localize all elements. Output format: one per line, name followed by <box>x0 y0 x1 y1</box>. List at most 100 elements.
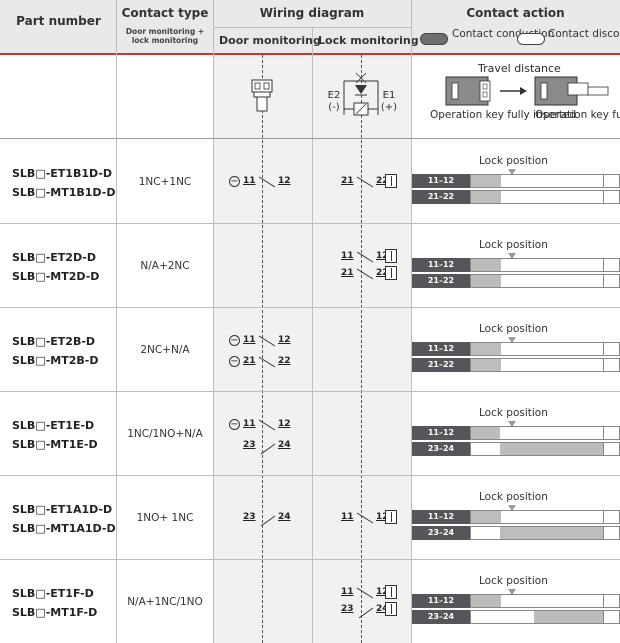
nc-contact-symbol <box>356 512 374 524</box>
nc-contact-symbol <box>356 176 374 188</box>
column-divider <box>312 27 313 643</box>
table-row: SLB□-ET1E-D SLB□-MT1E-D 1NC/1NO+N/A −11 12 23… <box>0 391 620 475</box>
contact-type-value: 1NC/1NO+N/A <box>127 428 203 440</box>
lock-position-marker <box>508 421 516 427</box>
table-row: SLB□-ET2D-D SLB□-MT2D-D N/A+2NC 11 12 21 22 Loc… <box>0 223 620 307</box>
terminal-label: 22 <box>376 176 389 186</box>
travel-distance-diagram <box>445 76 609 106</box>
contact-action-bar <box>470 258 620 272</box>
terminal-label: 24 <box>376 604 389 614</box>
contact-bar-label: 23–24 <box>412 526 470 540</box>
lock-position-label: Lock position <box>479 323 548 335</box>
contact-action-bar <box>470 426 620 440</box>
contact-bar-label: 11–12 <box>412 594 470 608</box>
travel-end-tick <box>603 175 604 187</box>
lock-position-dashed-line <box>361 55 362 643</box>
lock-position-marker <box>508 505 516 511</box>
contact-on-segment <box>471 191 502 203</box>
terminal-label: 12 <box>278 176 291 186</box>
contact-action-bar <box>470 442 620 456</box>
positive-opening-icon: − <box>229 335 240 346</box>
terminal-label: 24 <box>278 440 291 450</box>
travel-end-tick <box>603 443 604 455</box>
contact-symbol: 11 12 <box>341 249 401 267</box>
terminal-label: 23 <box>341 604 354 614</box>
contact-off-segment <box>501 191 558 203</box>
contact-symbol: 11 12 <box>341 585 401 603</box>
no-contact-symbol <box>260 443 276 455</box>
terminal-label: 22 <box>376 268 389 278</box>
terminal-label: 21 <box>341 268 354 278</box>
nc-contact-symbol <box>356 587 374 599</box>
contact-symbol: 23 24 <box>243 438 303 456</box>
contact-on-segment <box>500 527 603 539</box>
terminal-label: 11 <box>341 587 354 597</box>
solenoid-lock-icon <box>343 72 379 116</box>
terminal-label: 22 <box>278 356 291 366</box>
contact-symbol: −11 12 <box>229 417 303 435</box>
lock-position-marker <box>508 337 516 343</box>
contact-off-segment <box>558 595 603 607</box>
contact-off-segment <box>501 359 558 371</box>
lock-solenoid-stem <box>391 587 392 597</box>
row-divider <box>0 223 620 224</box>
contact-type-value: 1NC+1NC <box>138 176 192 188</box>
terminal-label: 11 <box>243 335 256 345</box>
header-sub-divider <box>213 27 411 28</box>
header-contact-action: Contact action <box>466 6 565 20</box>
contact-bar-label: 23–24 <box>412 610 470 624</box>
contact-off-segment <box>558 175 603 187</box>
header-part-number: Part number <box>16 14 101 28</box>
travel-end-tick <box>603 527 604 539</box>
conduction-legend-swatch <box>420 33 448 45</box>
part-number-primary: SLB□-ET2D-D <box>12 251 96 264</box>
header-lock-monitoring: Lock monitoring <box>318 34 419 47</box>
contact-on-segment <box>471 275 502 287</box>
table-row: SLB□-ET1F-D SLB□-MT1F-D N/A+1NC/1NO 11 12 23 2… <box>0 559 620 643</box>
lock-solenoid-stem <box>391 176 392 186</box>
door-position-dashed-line <box>262 55 263 643</box>
contact-on-segment <box>471 595 502 607</box>
terminal-label: 12 <box>278 419 291 429</box>
header-contact-type-sub: Door monitoring + lock monitoring <box>125 27 205 45</box>
contact-off-segment <box>558 359 603 371</box>
no-contact-symbol <box>358 607 374 619</box>
lock-solenoid-icon <box>385 266 397 280</box>
contact-bar-label: 11–12 <box>412 342 470 356</box>
part-number-primary: SLB□-ET1E-D <box>12 419 95 432</box>
row-divider <box>0 391 620 392</box>
contact-bar-label: 11–12 <box>412 510 470 524</box>
lock-position-label: Lock position <box>479 575 548 587</box>
terminal-label: 12 <box>278 335 291 345</box>
lock-position-marker <box>508 589 516 595</box>
part-number-secondary: SLB□-MT1B1D-D <box>12 186 116 199</box>
row-divider <box>0 138 620 139</box>
lock-solenoid-icon <box>385 602 397 616</box>
travel-end-tick <box>603 359 604 371</box>
contact-off-segment <box>501 175 558 187</box>
contact-off-segment <box>500 427 603 439</box>
contact-off-segment <box>558 275 603 287</box>
positive-opening-icon: − <box>229 356 240 367</box>
terminal-label: 12 <box>376 512 389 522</box>
operation-key-removed-label: Operation key fully removed <box>535 109 620 121</box>
positive-opening-icon: − <box>229 176 240 187</box>
contact-symbol: −11 12 <box>229 333 303 351</box>
nc-contact-symbol <box>258 335 276 347</box>
travel-distance-label: Travel distance <box>478 62 561 75</box>
table-row: SLB□-ET2B-D SLB□-MT2B-D 2NC+N/A −11 12−21 22 L… <box>0 307 620 391</box>
travel-end-tick <box>603 259 604 271</box>
contact-symbol: −21 22 <box>229 354 303 372</box>
terminal-label: 21 <box>243 356 256 366</box>
contact-bar-label: 11–12 <box>412 426 470 440</box>
part-number-secondary: SLB□-MT1E-D <box>12 438 98 451</box>
contact-on-segment <box>471 427 501 439</box>
terminal-label: 23 <box>243 512 256 522</box>
table-row: SLB□-ET1A1D-D SLB□-MT1A1D-D 1NO+ 1NC 23 24 11… <box>0 475 620 559</box>
header-wiring-diagram: Wiring diagram <box>259 6 365 20</box>
positive-opening-icon: − <box>229 419 240 430</box>
disconnection-legend-label: Contact disconnection <box>548 28 620 40</box>
lock-solenoid-stem <box>391 604 392 614</box>
row-divider <box>0 475 620 476</box>
header-contact-type: Contact type <box>121 6 209 20</box>
